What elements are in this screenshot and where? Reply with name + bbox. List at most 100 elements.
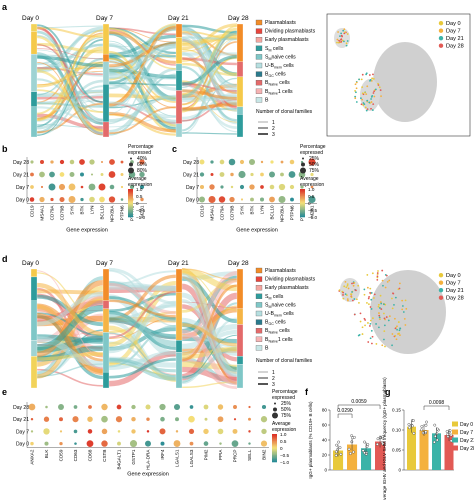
umap-point <box>355 91 357 94</box>
dotplot-dot <box>261 404 267 410</box>
dotplot-colorbar <box>128 190 133 193</box>
p-value: 0.0290 <box>337 408 353 414</box>
umap-point <box>347 287 350 290</box>
bar-point <box>420 425 424 428</box>
dotplot-dot <box>203 428 209 435</box>
umap-point <box>397 321 400 323</box>
sankey-node <box>102 84 110 123</box>
umap-point <box>345 294 348 297</box>
umap-point <box>383 312 385 315</box>
dotplot-size-label: 75% <box>281 413 292 419</box>
legend-label: BGC cells <box>265 72 286 79</box>
sankey-node <box>175 292 183 341</box>
legend-label: Early plasmablasts <box>265 285 309 291</box>
p-value: 0.0098 <box>429 400 445 406</box>
umap-point <box>343 285 346 288</box>
dotplot-colorbar <box>128 196 133 198</box>
dotplot-dot <box>69 159 75 165</box>
sankey-flow <box>36 24 104 104</box>
sankey-flow <box>108 29 177 66</box>
dotplot-dot <box>288 171 296 178</box>
umap-point <box>345 42 348 45</box>
sankey-node <box>236 106 244 115</box>
bar-point <box>449 433 453 437</box>
bar <box>333 450 344 470</box>
dotplot-colorbar <box>128 193 133 195</box>
dotplot-colorbar <box>300 212 305 215</box>
dotplot-size-label: 50% <box>309 162 320 168</box>
dotplot-gene-label: NFKBIA <box>110 205 115 223</box>
umap-point <box>366 286 369 289</box>
dotplot-dot <box>218 196 226 203</box>
sankey-node <box>236 23 244 62</box>
sankey-flow <box>181 36 238 41</box>
umap-point <box>357 334 360 337</box>
umap-top-cluster <box>334 28 350 48</box>
umap-point <box>350 293 352 296</box>
dotplot-avg-title: Average <box>300 176 319 182</box>
umap-point <box>347 299 349 302</box>
umap-point <box>372 78 375 80</box>
bar <box>419 430 429 470</box>
dotplot-colorbar-tick: −1.0 <box>308 215 318 220</box>
legend-label: SM cells <box>265 294 284 301</box>
umap-point <box>393 303 395 306</box>
dotplot-colorbar <box>300 189 305 191</box>
legend-swatch <box>255 37 263 43</box>
dotplot-dot <box>188 428 195 434</box>
umap-legend-label: Day 0 <box>446 273 461 279</box>
sankey-bottom-day7: Day 7 <box>96 260 113 267</box>
dotplot-size-label: 75% <box>309 168 320 174</box>
dotplot-gene-label: BTK <box>250 205 255 215</box>
umap-point <box>401 308 404 311</box>
bar-point <box>337 440 340 444</box>
bar-point <box>361 449 365 453</box>
dotplot-dot <box>89 196 95 203</box>
dotplot-dot <box>270 160 274 164</box>
umap-point <box>363 103 366 105</box>
dotplot-colorbar <box>272 435 277 438</box>
bar-point <box>436 427 439 431</box>
umap-legend-label: Day 28 <box>446 44 464 50</box>
sankey-top-bars <box>30 23 244 138</box>
p-value: 0.0059 <box>351 399 367 405</box>
umap-point <box>361 92 364 95</box>
dotplot-dot <box>120 160 124 164</box>
panel-label-e: e <box>2 387 7 397</box>
bar-point <box>365 451 368 455</box>
bar-legend-label: Day 28 <box>460 446 474 452</box>
legend-swatch <box>255 345 263 351</box>
dotplot-dot <box>308 158 316 166</box>
umap-legend-label: Day 7 <box>446 29 461 35</box>
dotplot-colorbar <box>128 210 133 212</box>
bar-point <box>338 446 342 449</box>
sankey-top-day0: Day 0 <box>22 15 39 22</box>
dotplot-gene-label: IRF4 <box>160 449 165 459</box>
bar-tick-label: 0.05 <box>392 448 401 453</box>
bar-point <box>408 426 411 430</box>
dotplot-dot <box>101 403 108 411</box>
dotplot-size-key <box>302 157 304 160</box>
dotplot-dot <box>159 403 166 411</box>
dotplot-size-label: 25% <box>309 156 320 162</box>
umap-point <box>394 296 397 299</box>
dotplot-gene-label: CD63 <box>73 449 78 461</box>
umap-point <box>340 40 343 43</box>
umap-point <box>342 297 345 300</box>
umap-point <box>365 93 368 96</box>
bar-point <box>420 428 423 432</box>
dotplot-dot <box>260 416 268 423</box>
dotplot-dot <box>74 442 77 445</box>
sankey-flow <box>108 324 177 368</box>
legend-label: BNaïve cells <box>265 80 290 87</box>
umap-point <box>378 326 380 329</box>
umap-point <box>387 319 390 322</box>
umap-point <box>352 284 355 287</box>
umap-point <box>354 97 357 100</box>
dotplot-gene-label: B4GALT1 <box>117 449 122 469</box>
dotplot-row-label: Day 0 <box>186 198 199 204</box>
dotplot-dot <box>30 417 34 421</box>
sankey-legend: Plasmablasts Dividing plasmablasts Early p… <box>255 19 316 138</box>
sankey-flow <box>36 94 104 122</box>
umap-point <box>339 35 341 38</box>
